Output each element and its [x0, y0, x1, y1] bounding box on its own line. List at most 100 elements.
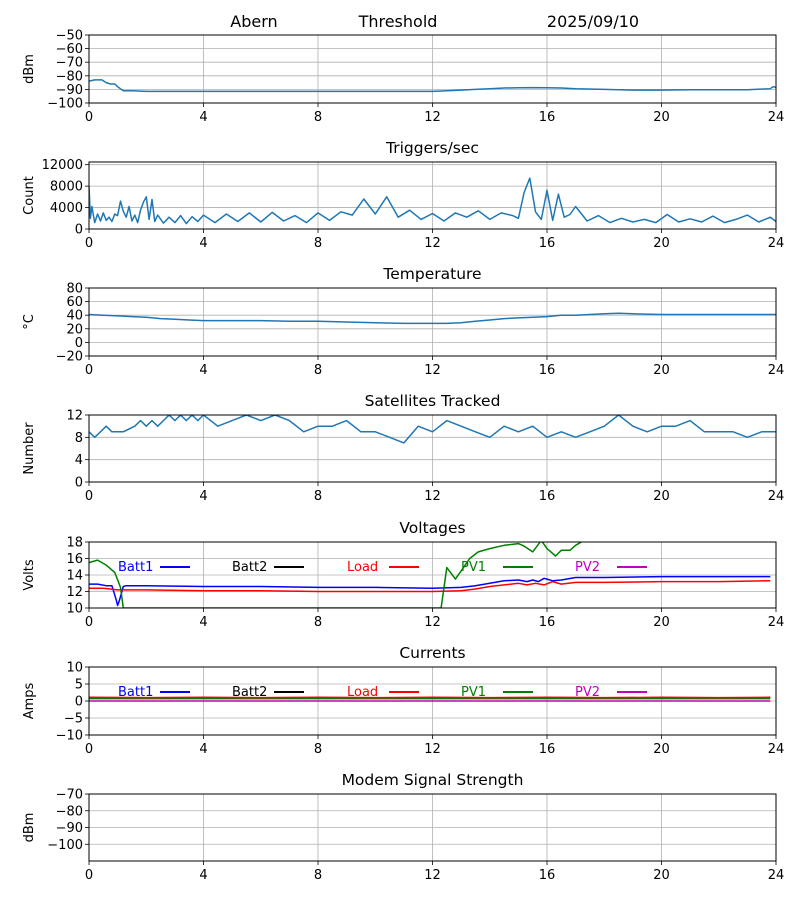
y-tick-label: 12 — [66, 585, 83, 600]
x-tick-label: 0 — [85, 489, 93, 504]
chart-panel-threshold: 0 4 8 12 16 20 24 −100−90−80−70−60−50 dBm — [22, 29, 784, 126]
x-tick-label: 4 — [199, 742, 207, 757]
x-tick-label: 20 — [653, 236, 670, 251]
x-tick-label: 8 — [314, 110, 322, 125]
header-metric: Threshold — [358, 12, 438, 31]
chart-title: Currents — [399, 644, 465, 662]
y-tick-label: 14 — [66, 569, 83, 584]
y-tick-label: 80 — [66, 282, 83, 297]
x-tick-label: 8 — [314, 742, 322, 757]
y-tick-label: −70 — [56, 56, 83, 71]
x-tick-label: 16 — [539, 615, 556, 630]
x-tick-label: 8 — [314, 615, 322, 630]
x-tick-label: 0 — [85, 615, 93, 630]
y-tick-label: 0 — [75, 223, 83, 238]
y-tick-label: 20 — [66, 322, 83, 337]
y-tick-label: −90 — [56, 821, 83, 836]
y-tick-label: 18 — [66, 536, 83, 551]
y-axis-label: Volts — [22, 559, 37, 591]
y-tick-label: −70 — [56, 788, 83, 803]
legend-label-load: Load — [347, 685, 378, 700]
legend-label-batt1: Batt1 — [118, 685, 153, 700]
legend-label-pv1: PV1 — [461, 685, 486, 700]
x-tick-label: 16 — [539, 868, 556, 883]
x-tick-label: 0 — [85, 236, 93, 251]
chart-panel-satellites: 0 4 8 12 16 20 24 0 4 8 12 Satellites Tracked Number — [22, 392, 784, 504]
y-tick-label: 4000 — [50, 201, 83, 216]
y-tick-label: −80 — [56, 69, 83, 84]
x-tick-label: 24 — [768, 868, 785, 883]
y-tick-label: 4 — [75, 453, 83, 468]
x-tick-label: 16 — [539, 742, 556, 757]
series-line-load — [89, 580, 771, 593]
x-tick-label: 8 — [314, 868, 322, 883]
chart-title: Modem Signal Strength — [342, 771, 524, 789]
legend-label-batt1: Batt1 — [118, 560, 153, 575]
x-tick-label: 8 — [314, 489, 322, 504]
x-tick-label: 24 — [768, 742, 785, 757]
x-tick-label: 16 — [539, 110, 556, 125]
series-line-threshold — [89, 79, 776, 93]
x-tick-label: 0 — [85, 868, 93, 883]
x-tick-label: 12 — [424, 363, 441, 378]
x-tick-label: 8 — [314, 236, 322, 251]
x-tick-label: 16 — [539, 489, 556, 504]
y-axis-label: dBm — [22, 54, 37, 84]
legend-label-pv1: PV1 — [461, 560, 486, 575]
header-station: Abern — [230, 12, 277, 31]
y-tick-label: −5 — [64, 712, 83, 727]
x-tick-label: 24 — [768, 363, 785, 378]
y-axis-label: °C — [22, 314, 37, 330]
x-tick-label: 20 — [653, 363, 670, 378]
series-line-batt1 — [89, 575, 771, 607]
x-tick-label: 0 — [85, 363, 93, 378]
legend-label-batt2: Batt2 — [232, 560, 267, 575]
chart-panel-triggers: 0 4 8 12 16 20 24 0 4000 8000 12000 Triggers/sec Cou… — [22, 139, 784, 251]
header-date: 2025/09/10 — [547, 12, 639, 31]
x-tick-label: 12 — [424, 615, 441, 630]
x-tick-label: 20 — [653, 110, 670, 125]
y-tick-label: 12 — [66, 409, 83, 424]
x-tick-label: 4 — [199, 615, 207, 630]
x-tick-label: 24 — [768, 110, 785, 125]
x-tick-label: 12 — [424, 742, 441, 757]
series-line-temperature — [89, 312, 776, 325]
legend-label-batt2: Batt2 — [232, 685, 267, 700]
x-tick-label: 24 — [768, 615, 785, 630]
x-tick-label: 12 — [424, 236, 441, 251]
chart-panel-modem: 0 4 8 12 16 20 24 −100 −90 −80−70 Modem Signal Str… — [22, 771, 784, 883]
y-tick-label: −90 — [56, 83, 83, 98]
legend-label-load: Load — [347, 560, 378, 575]
y-tick-label: 12000 — [42, 158, 83, 173]
y-tick-label: 5 — [75, 678, 83, 693]
y-tick-label: 16 — [66, 552, 83, 567]
x-tick-label: 12 — [424, 868, 441, 883]
x-tick-label: 4 — [199, 489, 207, 504]
y-axis-label: Amps — [22, 682, 37, 719]
x-tick-label: 20 — [653, 868, 670, 883]
x-tick-label: 16 — [539, 363, 556, 378]
y-tick-label: 0 — [75, 695, 83, 710]
chart-title: Satellites Tracked — [365, 392, 501, 410]
y-tick-label: −100 — [47, 838, 83, 853]
y-tick-label: 0 — [75, 336, 83, 351]
x-tick-label: 0 — [85, 742, 93, 757]
x-tick-label: 20 — [653, 489, 670, 504]
y-tick-label: −20 — [56, 350, 83, 365]
x-tick-label: 12 — [424, 489, 441, 504]
y-axis-label: Count — [22, 176, 37, 215]
x-tick-label: 8 — [314, 363, 322, 378]
x-tick-label: 4 — [199, 868, 207, 883]
x-tick-label: 4 — [199, 236, 207, 251]
y-axis-label: dBm — [22, 813, 37, 843]
x-tick-label: 20 — [653, 615, 670, 630]
x-tick-label: 20 — [653, 742, 670, 757]
y-tick-label: 60 — [66, 295, 83, 310]
series-line-satellites — [89, 415, 776, 444]
x-tick-label: 12 — [424, 110, 441, 125]
series-line-pv1 — [89, 542, 582, 608]
